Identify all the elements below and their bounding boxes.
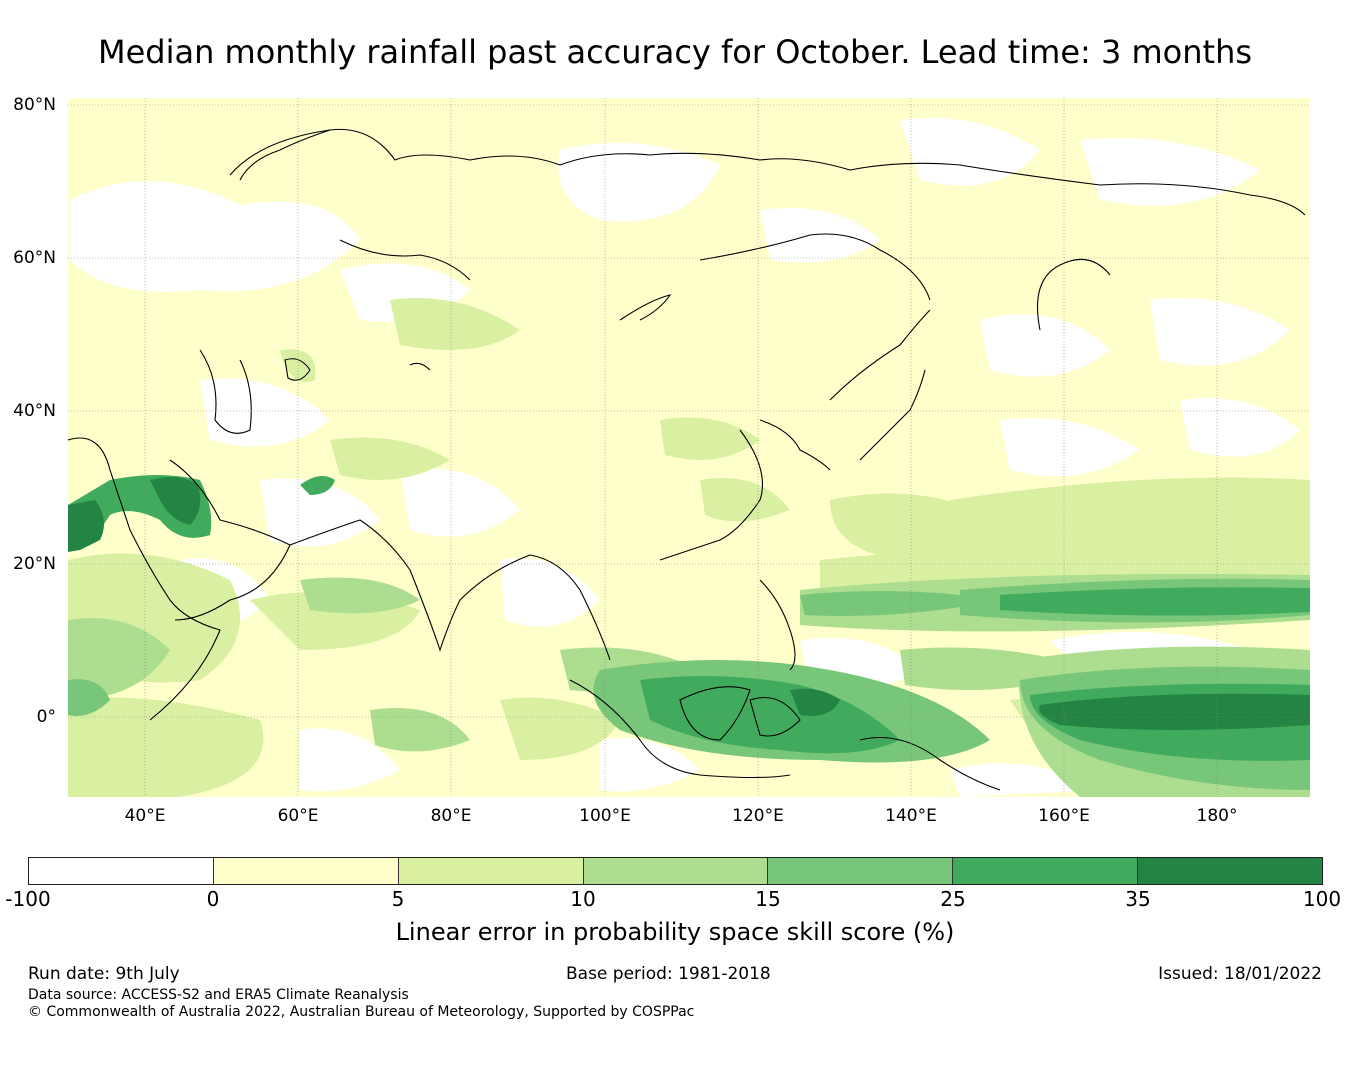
colorbar-tick-25: 25	[940, 887, 966, 911]
lon-label-100e: 100°E	[579, 806, 631, 826]
lat-label-80n: 80°N	[13, 95, 56, 115]
lat-label-20n: 20°N	[13, 554, 56, 574]
colorbar-segment-6	[953, 858, 1139, 884]
colorbar-tick-minus100: -100	[5, 887, 51, 911]
colorbar-segment-1	[29, 858, 214, 884]
colorbar-tick-0: 0	[206, 887, 220, 911]
copyright: © Commonwealth of Australia 2022, Austra…	[28, 1004, 695, 1020]
colorbar-label: Linear error in probability space skill …	[395, 918, 955, 946]
lon-label-60e: 60°E	[277, 806, 319, 826]
coastlines	[68, 128, 1306, 791]
colorbar-tick-35: 35	[1125, 887, 1151, 911]
darkest-green-patches	[68, 476, 1310, 730]
lat-label-0: 0°	[36, 707, 56, 727]
colorbar-tick-15: 15	[755, 887, 781, 911]
lon-label-160e: 160°E	[1038, 806, 1090, 826]
lat-label-40n: 40°N	[13, 401, 56, 421]
skill-map	[68, 98, 1310, 797]
lon-label-120e: 120°E	[732, 806, 784, 826]
map-field	[68, 98, 1310, 797]
colorbar-segment-3	[398, 858, 584, 884]
base-period: Base period: 1981-2018	[566, 964, 771, 984]
colorbar-segment-5	[768, 858, 954, 884]
colorbar-tick-5: 5	[391, 887, 405, 911]
run-date: Run date: 9th July	[28, 964, 180, 984]
colorbar-segment-2	[213, 858, 399, 884]
lat-label-60n: 60°N	[13, 248, 56, 268]
colorbar-segment-7	[1138, 858, 1323, 884]
colorbar	[28, 857, 1323, 885]
colorbar-tick-100: 100	[1302, 887, 1342, 911]
white-patches	[70, 118, 1300, 797]
colorbar-segment-4	[583, 858, 769, 884]
colorbar-tick-10: 10	[570, 887, 596, 911]
issued-date: Issued: 18/01/2022	[1158, 964, 1322, 984]
lon-label-80e: 80°E	[430, 806, 472, 826]
data-source: Data source: ACCESS-S2 and ERA5 Climate …	[28, 987, 409, 1003]
chart-title: Median monthly rainfall past accuracy fo…	[97, 33, 1253, 71]
lon-label-180: 180°	[1196, 806, 1238, 826]
gridlines	[68, 98, 1310, 797]
lon-label-140e: 140°E	[885, 806, 937, 826]
lon-label-40e: 40°E	[124, 806, 166, 826]
